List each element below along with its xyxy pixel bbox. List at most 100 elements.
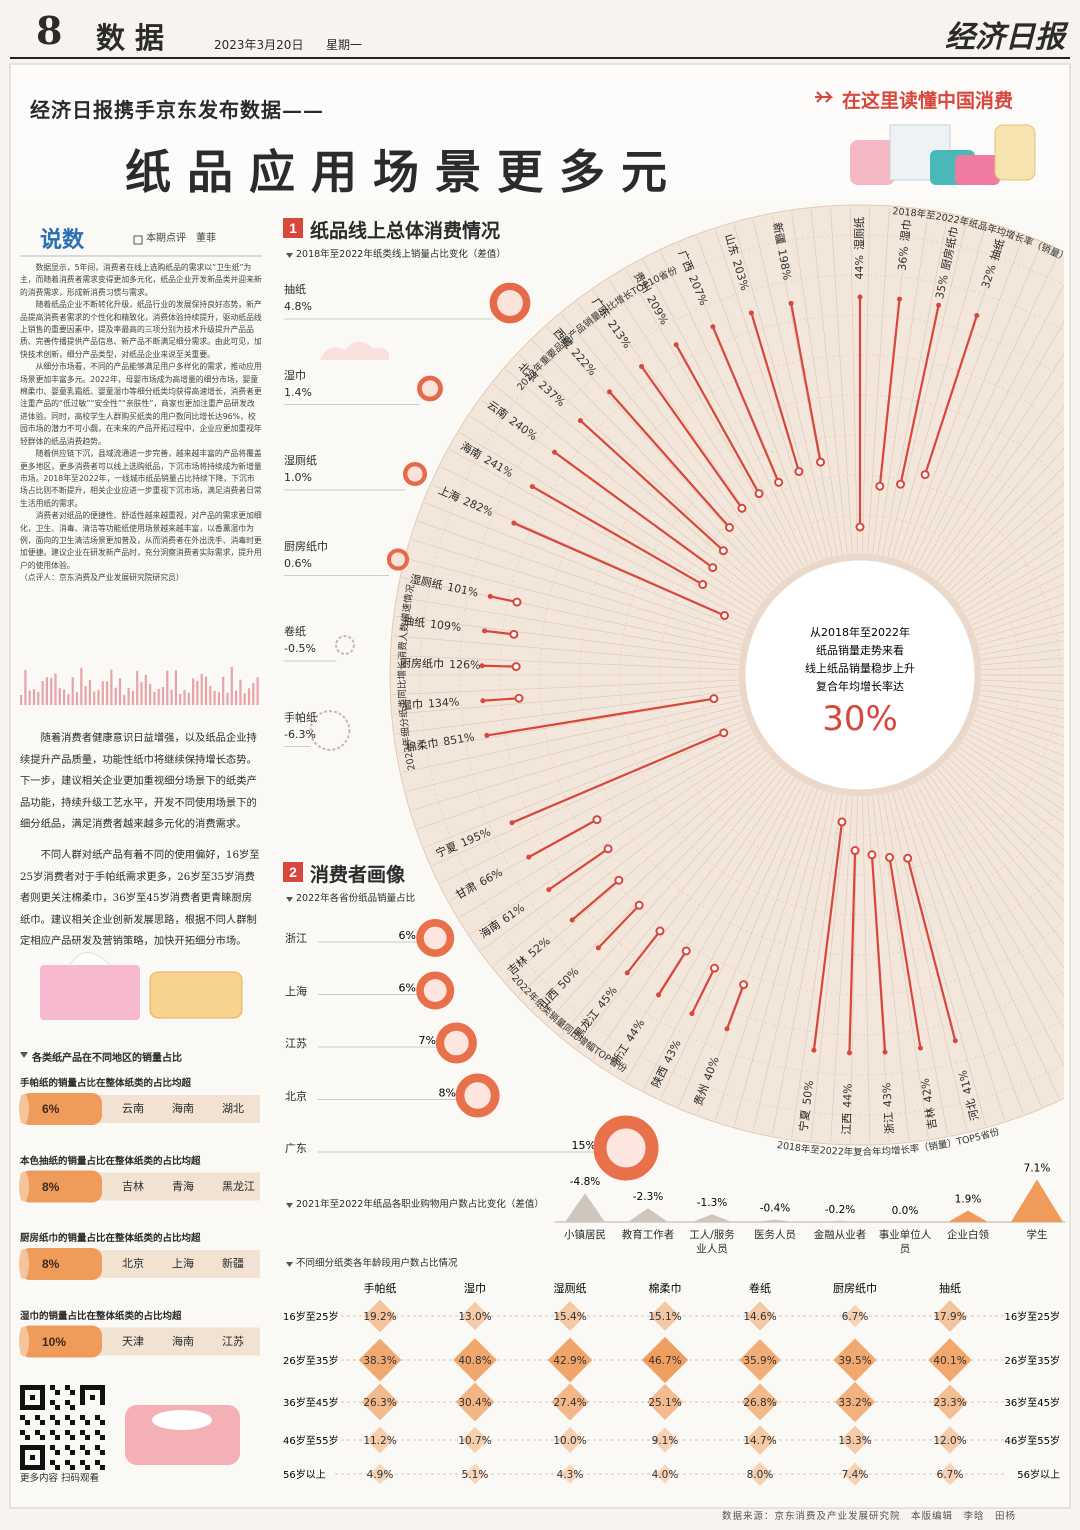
line-dot [595,945,601,951]
ray [979,700,1064,719]
age-diamond [655,1464,675,1484]
item-value: -0.5% [284,642,316,655]
label-name: 湿巾 [898,219,914,242]
qr-module [55,1420,60,1425]
item-name: 厨房纸巾 [284,539,328,553]
qr-module [20,1405,25,1410]
line-dot [512,597,522,607]
ray [975,603,1064,636]
radial-label: 江西 44% [840,1083,854,1135]
value-line [511,731,725,824]
decor-bar [127,687,130,705]
qr-module [90,1395,95,1400]
province-name: 浙江 [285,932,307,945]
age-diamond [464,1463,486,1485]
value-line [513,522,725,617]
ray [882,794,948,1135]
qr-module [90,1385,95,1390]
byline: 本期点评 董菲 [146,233,216,244]
qr-module [95,1460,100,1465]
chart-subtitle: 2021年至2022年纸品各职业购物用户数占比变化（差值） [296,1199,544,1210]
qr-module [100,1450,105,1455]
age-value: 35.9% [743,1355,776,1367]
regional-province: 海南 [172,1334,194,1348]
province-ring [416,971,455,1010]
qr-module [70,1465,75,1470]
tissue-roll [994,124,1036,181]
chart-subtitle: 不同细分纸类各年龄段用户数占比情况 [296,1258,458,1269]
ray [810,796,848,1141]
ray [955,750,1064,838]
ray [546,765,779,1023]
tissue-top [69,952,111,966]
label-value: 109% [429,618,462,635]
line-dot [710,324,716,330]
age-value: 15.1% [648,1311,681,1323]
ray [752,219,833,557]
age-value: 30.4% [458,1397,491,1409]
column-paragraph: 随着纸品企业不断转化升级，纸品行业的发展保持良好态势，新产品提高消费者需求的个性… [20,300,262,359]
line-dot [709,963,719,973]
age-diamond [932,1384,968,1420]
roll-end [19,1249,29,1279]
line-dot [509,629,519,639]
ray [398,596,740,655]
label-value: 41% [956,1069,975,1096]
ray [592,775,791,1060]
ray [392,655,739,671]
qr-module [80,1445,85,1450]
line-dot [885,852,895,862]
age-diamond [646,1383,684,1421]
qr-module [40,1385,45,1390]
radial-label: 湿巾 134% [401,694,460,712]
item-ring [309,710,351,751]
byline-box [133,235,143,245]
age-value: 14.6% [743,1311,776,1323]
label-value: 36% [896,246,911,272]
age-diamond [745,1301,775,1331]
age-diamond [748,1462,772,1486]
column-body: 数据显示，5年间，消费者在线上选购纸品的需求以“卫生纸”为主，而随着消费者需求变… [20,262,262,585]
ray [979,631,1064,650]
ray [920,321,1064,570]
occupation-value: -0.2% [825,1204,855,1216]
ray [887,793,968,1131]
occupation-value: -4.8% [570,1176,600,1188]
decor-bar [170,689,173,705]
ray [916,782,1064,1066]
value-line [490,595,518,604]
paper-name: 经济日报 [945,20,1065,55]
ray [830,796,853,1143]
age-diamond [547,1337,593,1383]
decor-bar [28,690,31,705]
ray [392,679,739,695]
qr-module [35,1430,40,1435]
qr-module [100,1435,105,1440]
occupation-name: 事业单位人员 [878,1229,932,1255]
regional-province: 黑龙江 [222,1179,255,1193]
label-name: 湿巾 [401,697,424,712]
ray [937,768,1064,923]
center-text: 复合年均增长率达 [816,679,904,693]
qr-module [50,1385,55,1390]
decor-bar [157,688,160,705]
age-value: 17.9% [933,1311,966,1323]
line-dot [974,313,980,319]
qr-module [95,1445,100,1450]
title-marker [286,1203,293,1208]
wipes-opening [152,1410,212,1430]
ray [395,689,739,734]
banner: 在这里读懂中国消费 [842,91,1014,112]
ray [981,684,1064,693]
radial-label: 浙江 43% [880,1082,896,1134]
age-diamond [366,1426,394,1454]
ray [432,724,749,866]
line-dot [614,875,624,885]
ray [608,777,795,1071]
line-dot [484,732,490,738]
line-dot [529,484,535,490]
decor-bar [37,691,40,705]
age-diamond [739,1339,781,1381]
age-row-label: 36岁至45岁 [1005,1396,1060,1409]
